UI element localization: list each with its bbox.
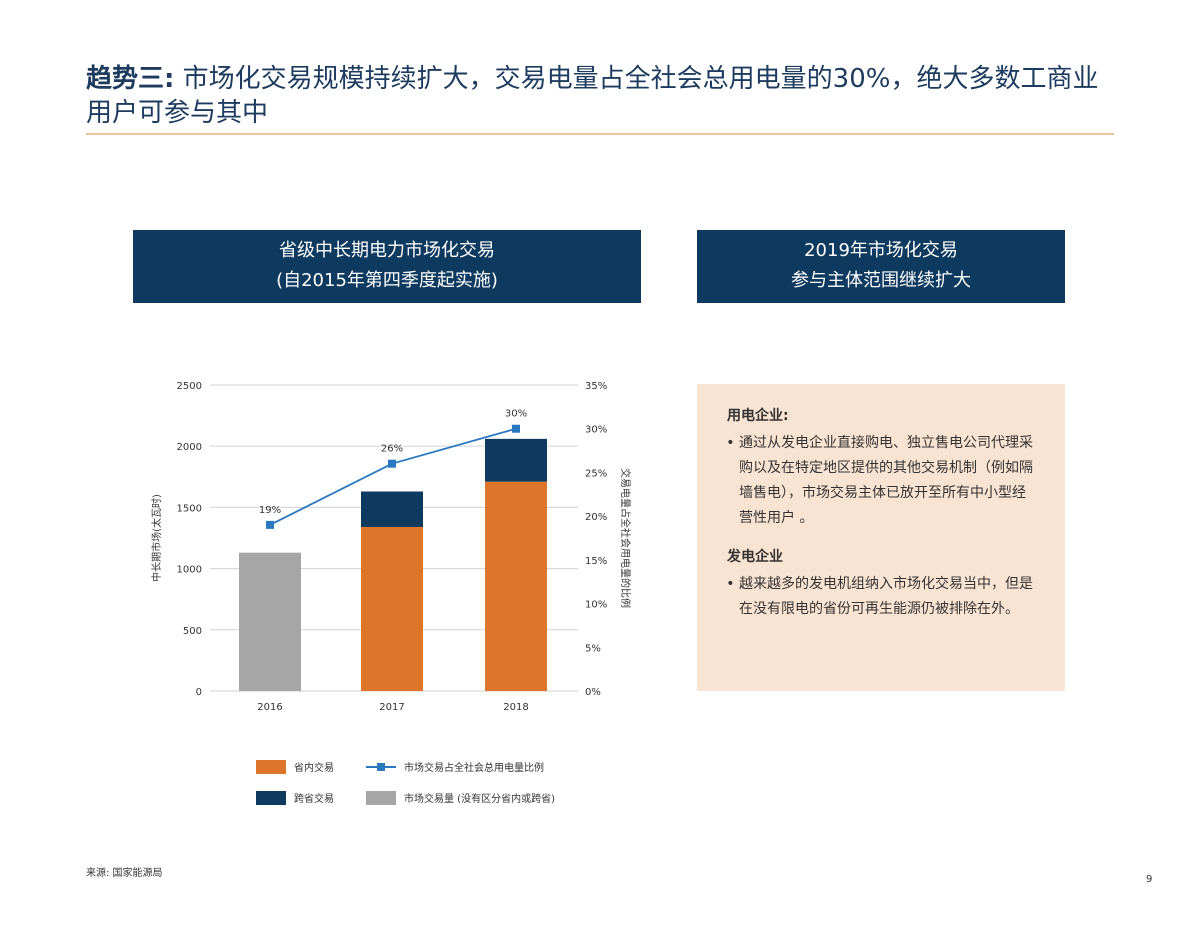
data-label: 30% [505,409,527,420]
right-header-line2: 参与主体范围继续扩大 [791,270,971,291]
participants-box: 用电企业: 通过从发电企业直接购电、独立售电公司代理采购以及在特定地区提供的其他… [697,384,1065,691]
y-tick-label: 1500 [177,503,202,514]
y-tick-label: 0 [196,687,202,698]
legend-item-province: 省内交易 [256,759,334,774]
ratio-point [388,459,396,468]
y-right-tick-label: 5% [585,643,601,654]
bar-province [361,526,423,691]
title-text: 市场化交易规模持续扩大，交易电量占全社会总用电量的30%，绝大多数工商业用户可参… [86,64,1099,128]
legend-label: 市场交易量 (没有区分省内或跨省) [404,794,555,805]
legend-item-cross: 跨省交易 [256,790,334,805]
y-right-tick-label: 10% [585,600,607,611]
y-tick-label: 1000 [177,565,202,576]
legend-item-total: 市场交易量 (没有区分省内或跨省) [366,790,555,805]
bar-province [485,481,547,691]
data-label: 19% [259,505,281,516]
page-number: 9 [1146,874,1153,885]
page-title: 趋势三: 市场化交易规模持续扩大，交易电量占全社会总用电量的30%，绝大多数工商… [86,62,1116,130]
y-right-tick-label: 30% [585,425,607,436]
legend-swatch [366,790,396,805]
title-bold: 趋势三: [86,64,175,94]
y-tick-label: 500 [183,626,202,637]
y-right-tick-label: 15% [585,556,607,567]
y-right-axis-label: 交易电量占全社会用电量的比例 [619,468,632,608]
legend-label: 省内交易 [294,763,334,774]
section-heading: 发电企业 [727,549,783,565]
legend-line-icon [366,762,396,771]
y-tick-label: 2500 [177,381,202,392]
y-right-tick-label: 25% [585,468,607,479]
right-header-line1: 2019年市场化交易 [804,240,958,261]
x-tick-label: 2016 [257,702,282,713]
ratio-point [512,424,520,433]
bar-total [239,552,301,691]
legend-item-ratio: 市场交易占全社会总用电量比例 [366,759,544,774]
x-tick-label: 2018 [503,702,528,713]
section-heading: 用电企业: [727,408,789,424]
y-axis-label: 中长期市场(太瓦时) [150,494,163,582]
y-right-tick-label: 0% [585,687,601,698]
x-tick-label: 2017 [379,702,404,713]
source-note: 来源: 国家能源局 [86,868,163,879]
y-right-tick-label: 20% [585,512,607,523]
data-label: 26% [381,444,403,455]
bullet-item: 越来越多的发电机组纳入市场化交易当中，但是在没有限电的省份可再生能源仍被排除在外… [739,572,1035,622]
title-divider [86,133,1114,135]
legend-label: 市场交易占全社会总用电量比例 [404,763,544,774]
bullet-item: 通过从发电企业直接购电、独立售电公司代理采购以及在特定地区提供的其他交易机制（例… [739,431,1035,531]
bar-cross-province [485,438,547,482]
legend-swatch [256,759,286,774]
y-right-tick-label: 35% [585,381,607,392]
left-header-line1: 省级中长期电力市场化交易 [279,240,495,261]
legend-swatch [256,790,286,805]
legend-label: 跨省交易 [294,794,334,805]
left-panel-header: 省级中长期电力市场化交易 (自2015年第四季度起实施) [133,230,641,303]
y-tick-label: 2000 [177,442,202,453]
ratio-point [266,520,274,529]
right-panel-header: 2019年市场化交易 参与主体范围继续扩大 [697,230,1065,303]
left-header-line2: (自2015年第四季度起实施) [276,270,498,291]
bar-cross-province [361,491,423,527]
